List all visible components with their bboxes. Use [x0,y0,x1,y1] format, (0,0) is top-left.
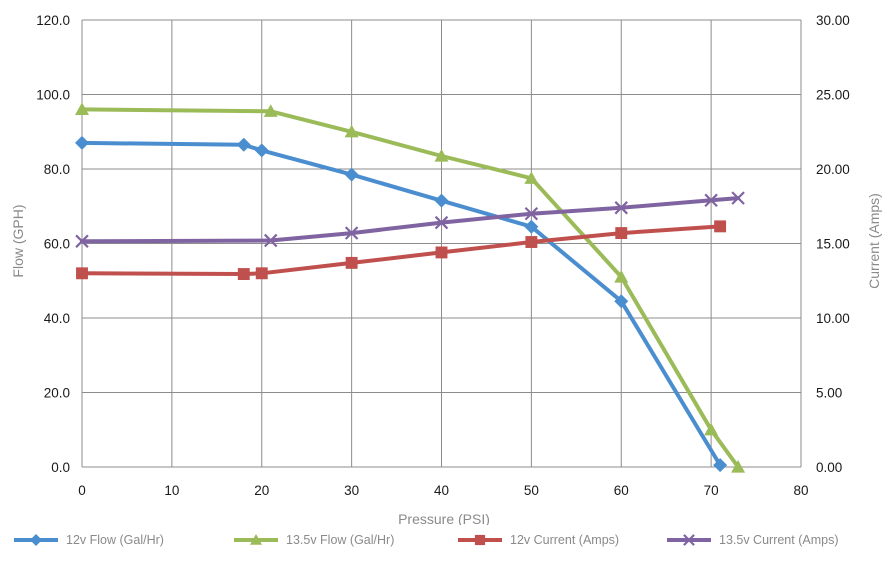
legend-swatch-12v-flow [14,534,58,546]
data-point [76,267,88,280]
y-axis-title: Flow (GPH) [10,204,26,277]
series-line-1 [80,107,741,469]
x-tick-label: 20 [254,483,269,498]
data-point [344,124,359,138]
legend-label: 13.5v Current (Amps) [719,533,839,547]
legend-marker [30,534,42,546]
x-stroke [434,215,449,230]
data-point [345,256,358,269]
x-tick-label: 10 [164,483,179,498]
chart: 0 10 20 30 40 50 60 70 80 0.0 20.0 40.0 60.0 80.0 100.… [10,13,882,525]
y2-axis-title: Current (Amps) [866,193,882,289]
data-point [434,193,449,208]
x-stroke [524,206,539,221]
data-point [704,422,719,436]
data-point [434,215,449,230]
x-tick-label: 70 [704,483,719,498]
legend-marker [250,534,262,545]
data-point [75,234,89,248]
data-point [614,294,629,309]
data-point [614,270,629,283]
x-stroke [704,193,718,208]
data-point [264,233,278,248]
data-point [704,193,718,208]
legend-item-13-5v-flow: 13.5v Flow (Gal/Hr) [232,528,394,552]
data-point [524,171,539,184]
y-tick-label: 80.0 [44,162,70,177]
legend-swatch-13-5v-current [667,534,711,546]
y2-tick-label: 20.00 [816,162,850,177]
y-tick-label: 40.0 [44,311,70,326]
data-point [75,135,89,150]
x-tick-label: 30 [344,483,359,498]
y-tick-label: 20.0 [44,386,70,401]
data-point [237,268,250,280]
legend-marker [683,534,695,546]
x-tick-label: 80 [793,483,808,498]
data-point [255,267,268,280]
data-point [714,220,727,233]
legend-swatch-13-5v-flow [234,534,278,545]
x-tick-label: 50 [524,483,539,498]
y-tick-label: 100.0 [36,88,70,103]
legend: 12v Flow (Gal/Hr) 13.5v Flow (Gal/Hr) 12… [0,528,890,552]
x-stroke [683,534,695,546]
data-point [731,460,746,473]
data-point [263,104,278,117]
data-point [435,246,448,259]
data-point [434,148,449,162]
x-tick-label: 0 [78,483,86,498]
y2-tick-label: 0.00 [816,460,842,475]
data-point [254,143,269,158]
series-line-3 [80,196,741,244]
y2-tick-label: 15.00 [816,237,850,252]
legend-item-13-5v-current: 13.5v Current (Amps) [665,528,838,552]
y2-tick-label: 25.00 [816,88,850,103]
series-markers [75,102,746,473]
data-point [524,219,539,234]
data-point [731,191,745,205]
series-lines [80,107,741,469]
legend-label: 12v Current (Amps) [510,533,620,547]
legend-label: 12v Flow (Gal/Hr) [66,533,164,547]
data-point [713,458,728,473]
x-stroke [614,201,628,215]
legend-label: 13.5v Flow (Gal/Hr) [286,533,395,547]
data-point [236,137,251,152]
legend-swatch-12v-current [458,534,502,546]
legend-item-12v-current: 12v Current (Amps) [456,528,619,552]
x-stroke [75,234,89,248]
data-point [344,226,359,240]
legend-item-12v-flow: 12v Flow (Gal/Hr) [12,528,164,552]
x-stroke [731,191,745,205]
data-point [344,167,359,182]
y-tick-label: 120.0 [36,13,70,28]
y-tick-label: 60.0 [44,237,70,252]
x-axis-title: Pressure (PSI) [398,511,490,525]
data-point [614,201,628,215]
x-tick-label: 60 [614,483,629,498]
legend-marker [474,534,486,546]
y2-tick-label: 5.00 [816,386,842,401]
y2-tick-label: 30.00 [816,13,850,28]
x-stroke [264,233,278,248]
data-point [525,236,538,248]
data-point [615,227,628,240]
x-tick-label: 40 [434,483,449,498]
data-point [75,102,89,115]
y-tick-label: 0.0 [51,460,70,475]
y2-tick-label: 10.00 [816,311,850,326]
data-point [524,206,539,221]
tick-labels: 0 10 20 30 40 50 60 70 80 0.0 20.0 40.0 60.0 80.0 100.… [36,13,850,498]
x-stroke [344,226,359,240]
